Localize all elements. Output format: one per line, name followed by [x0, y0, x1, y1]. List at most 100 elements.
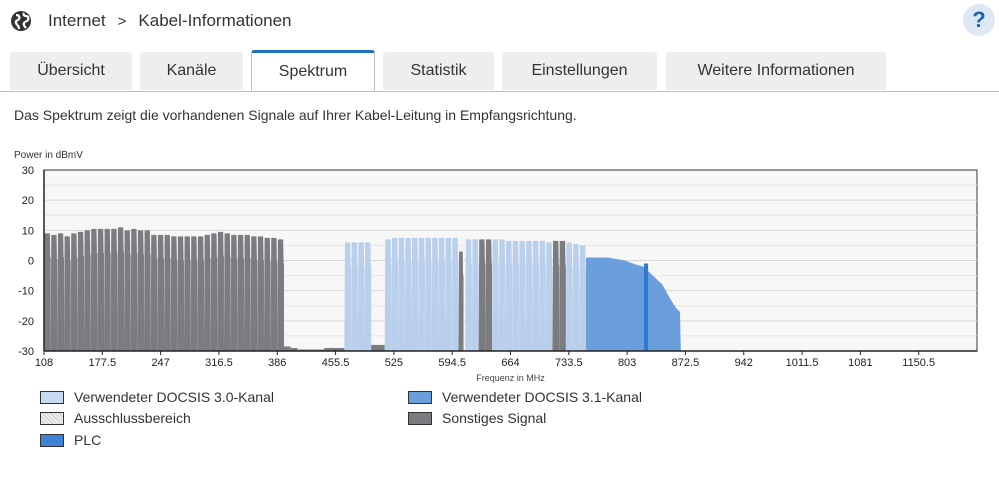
x-tick-label: 386	[268, 357, 286, 369]
spectrum-channel-docsis30	[411, 237, 419, 351]
tab-spektrum[interactable]: Spektrum	[251, 50, 375, 91]
spectrum-channel-docsis30	[512, 240, 519, 351]
spectrum-channel-other	[203, 234, 211, 351]
spectrum-channel-docsis30	[545, 242, 553, 351]
tab-bar: Übersicht Kanäle Spektrum Statistik Eins…	[0, 50, 999, 92]
spectrum-channel-other	[44, 233, 51, 351]
legend-label: Verwendeter DOCSIS 3.1-Kanal	[442, 389, 642, 405]
x-tick-label: 1150.5	[902, 357, 935, 369]
globe-icon	[11, 11, 31, 31]
x-tick-label: 455.5	[322, 357, 350, 369]
spectrum-channel-docsis30	[418, 237, 425, 351]
spectrum-docsis31-block	[586, 257, 681, 351]
spectrum-channel-other	[485, 239, 493, 351]
legend-label: Verwendeter DOCSIS 3.0-Kanal	[74, 389, 274, 405]
spectrum-channel-other	[70, 233, 78, 351]
spectrum-channel-docsis30	[424, 237, 432, 351]
spectrum-channel-other	[117, 227, 124, 351]
x-tick-label: 1011.5	[786, 357, 819, 369]
spectrum-channel-other	[478, 239, 486, 351]
spectrum-plc	[643, 263, 649, 351]
legend-other: Sonstiges Signal	[408, 410, 546, 426]
y-tick-label: -30	[18, 346, 34, 358]
spectrum-channel-docsis30	[344, 242, 352, 351]
spectrum-channel-docsis30	[572, 243, 580, 351]
legend-swatch	[40, 390, 64, 404]
spectrum-channel-docsis30	[431, 237, 439, 351]
spectrum-channel-other	[143, 230, 151, 351]
spectrum-channel-noise	[330, 347, 338, 351]
x-axis-label: Frequenz in MHz	[476, 373, 545, 383]
x-tick-label: 108	[35, 357, 53, 369]
breadcrumb: Internet > Kabel-Informationen	[10, 6, 292, 36]
spectrum-channel-other	[230, 234, 238, 351]
x-tick-label: 942	[735, 357, 753, 369]
spectrum-channel-docsis30	[471, 239, 479, 351]
spectrum-channel-other	[190, 236, 198, 351]
x-tick-label: 803	[618, 357, 636, 369]
tab-kanaele[interactable]: Kanäle	[140, 52, 243, 90]
legend-label: Sonstiges Signal	[442, 410, 547, 426]
tab-einstellungen[interactable]: Einstellungen	[502, 52, 657, 90]
spectrum-channel-other	[110, 228, 118, 351]
spectrum-channel-other	[150, 234, 158, 351]
spectrum-channel-other	[157, 234, 164, 351]
legend-exclusion: Ausschlussbereich	[40, 410, 191, 426]
tab-uebersicht[interactable]: Übersicht	[10, 52, 132, 90]
spectrum-channel-docsis30	[391, 237, 399, 351]
legend-swatch	[40, 433, 64, 447]
spectrum-channel-docsis30	[579, 245, 587, 351]
spectrum-channel-other	[137, 230, 144, 351]
y-tick-label: 30	[22, 165, 34, 177]
spectrum-channel-other	[197, 236, 204, 351]
legend-docsis31: Verwendeter DOCSIS 3.1-Kanal	[408, 389, 642, 405]
tab-statistik[interactable]: Statistik	[383, 52, 494, 90]
spectrum-channel-other	[552, 240, 560, 351]
spectrum-channel-noise	[377, 344, 385, 351]
spectrum-channel-other	[50, 234, 58, 351]
spectrum-channel-other	[63, 236, 71, 351]
spectrum-channel-other	[277, 239, 284, 351]
y-tick-label: 20	[22, 195, 34, 207]
spectrum-channel-noise	[283, 346, 291, 351]
chevron-right-icon: >	[117, 12, 127, 30]
spectrum-channel-other	[123, 230, 131, 351]
legend-swatch	[408, 411, 432, 425]
spectrum-channel-docsis30	[351, 242, 358, 351]
spectrum-channel-docsis30	[532, 240, 540, 351]
help-button[interactable]: ?	[963, 4, 995, 36]
spectrum-channel-docsis30	[505, 240, 513, 351]
spectrum-channel-docsis30	[525, 240, 533, 351]
spectrum-channel-other	[243, 234, 251, 351]
spectrum-channel-other	[103, 228, 111, 351]
spectrum-channel-docsis30	[445, 237, 452, 351]
spectrum-channel-docsis30	[398, 237, 405, 351]
x-tick-label: 594.5	[438, 357, 466, 369]
breadcrumb-internet[interactable]: Internet	[48, 11, 106, 30]
spectrum-channel-docsis30	[518, 240, 526, 351]
spectrum-channel-other	[77, 231, 84, 351]
x-tick-label: 525	[385, 357, 403, 369]
x-tick-label: 733.5	[555, 357, 583, 369]
y-tick-label: 0	[28, 256, 34, 268]
x-tick-label: 247	[151, 357, 169, 369]
spectrum-channel-docsis30	[438, 237, 446, 351]
legend-swatch	[40, 411, 64, 425]
legend-plc: PLC	[40, 432, 101, 448]
spectrum-channel-other	[237, 234, 244, 351]
spectrum-channel-other	[257, 236, 264, 351]
spectrum-channel-docsis30	[565, 242, 573, 351]
legend-swatch	[408, 390, 432, 404]
tab-weitere-informationen[interactable]: Weitere Informationen	[666, 52, 886, 90]
spectrum-channel-other	[97, 228, 104, 351]
spectrum-channel-noise	[337, 347, 345, 351]
spectrum-channel-other	[130, 228, 138, 351]
spectrum-channel-other	[217, 231, 224, 351]
spectrum-channel-noise	[290, 347, 298, 351]
spectrum-channel-noise	[371, 344, 378, 351]
y-tick-label: -10	[18, 286, 34, 298]
spectrum-channel-other	[559, 240, 566, 351]
spectrum-channel-docsis30	[357, 242, 365, 351]
spectrum-channel-other	[170, 236, 178, 351]
spectrum-channel-other	[83, 230, 91, 351]
